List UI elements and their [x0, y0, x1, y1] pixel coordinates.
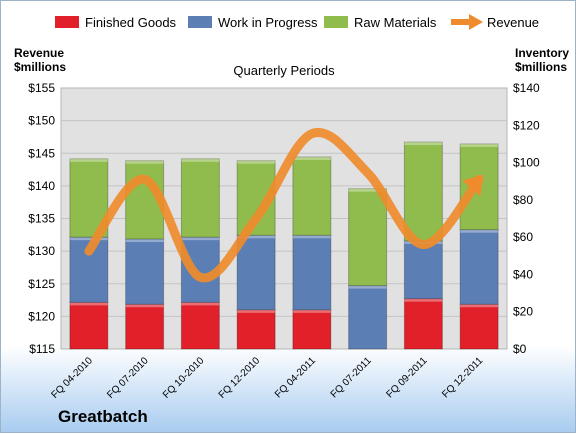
left-tick-label: $155 — [28, 81, 55, 95]
left-tick-label: $150 — [28, 114, 55, 128]
left-tick-label: $120 — [28, 309, 55, 323]
bar-raw-materials — [180, 158, 220, 238]
left-tick-label: $145 — [28, 146, 55, 160]
bar-highlight — [460, 229, 499, 233]
bar-finished-goods — [459, 303, 499, 350]
bar-finished-goods — [403, 298, 443, 350]
brand-title: Greatbatch — [58, 407, 148, 426]
left-tick-label: $135 — [28, 212, 55, 226]
bar-highlight — [69, 158, 108, 162]
legend-swatch-finished-goods — [55, 16, 79, 28]
bar-finished-goods — [236, 309, 276, 350]
bar-raw-materials — [292, 156, 332, 236]
x-tick-label: FQ 07-2010 — [105, 355, 151, 401]
x-tick-label: FQ 12-2011 — [440, 355, 485, 400]
x-tick-label: FQ 04-2010 — [49, 355, 95, 401]
chart-subtitle: Quarterly Periods — [233, 63, 335, 78]
revenue-line — [84, 127, 484, 283]
right-tick-label: $80 — [513, 193, 533, 207]
legend-swatch-raw-materials — [324, 16, 348, 28]
bar-finished-goods — [69, 301, 109, 350]
bar-highlight — [460, 304, 499, 308]
x-tick-label: FQ 09-2011 — [385, 355, 430, 400]
x-tick-label: FQ 12-2010 — [217, 355, 263, 401]
bar-raw-materials — [403, 141, 443, 242]
bar-finished-goods — [292, 309, 332, 350]
bar-highlight — [125, 239, 164, 243]
left-tick-label: $140 — [28, 179, 55, 193]
legend-label-raw-materials: Raw Materials — [354, 15, 437, 30]
bar-finished-goods — [125, 303, 165, 350]
legend-label-finished-goods: Finished Goods — [85, 15, 177, 30]
left-axis-title-line1: Revenue — [14, 46, 64, 60]
bar-work-in-progress — [236, 234, 276, 311]
right-axis-title-line1: Inventory — [515, 46, 569, 60]
right-tick-label: $40 — [513, 267, 533, 281]
bar-highlight — [69, 237, 108, 241]
right-tick-label: $140 — [513, 81, 540, 95]
bar-highlight — [404, 298, 443, 302]
legend-label-work-in-progress: Work in Progress — [218, 15, 318, 30]
bar-work-in-progress — [292, 234, 332, 311]
bar-highlight — [125, 304, 164, 308]
bar-highlight — [125, 160, 164, 164]
bar-highlight — [237, 160, 276, 164]
revenue-line-layer — [84, 127, 484, 283]
bar-highlight — [181, 302, 220, 306]
left-tick-label: $130 — [28, 244, 55, 258]
bar-highlight — [237, 235, 276, 239]
bar-highlight — [348, 285, 387, 289]
bar-raw-materials — [348, 188, 388, 287]
left-tick-label: $125 — [28, 277, 55, 291]
bar-work-in-progress — [459, 229, 499, 305]
x-tick-label: FQ 10-2010 — [161, 355, 207, 401]
right-tick-label: $120 — [513, 118, 540, 132]
revenue-arrowhead — [462, 174, 484, 197]
legend: Finished Goods Work in Progress Raw Mate… — [55, 14, 539, 30]
bar-highlight — [181, 237, 220, 241]
bar-highlight — [181, 158, 220, 162]
right-axis-ticks: $0 $20 $40 $60 $80 $100 $120 $140 — [513, 81, 540, 356]
bar-finished-goods — [180, 301, 220, 350]
bar-highlight — [404, 142, 443, 146]
bar-highlight — [460, 143, 499, 147]
bar-highlight — [237, 309, 276, 313]
bar-work-in-progress — [348, 285, 388, 350]
bar-highlight — [292, 235, 331, 239]
x-axis-ticks: FQ 04-2010 FQ 07-2010 FQ 10-2010 FQ 12-2… — [49, 355, 485, 401]
legend-label-revenue: Revenue — [487, 15, 539, 30]
bar-work-in-progress — [403, 240, 443, 300]
legend-swatch-revenue — [451, 14, 483, 30]
bar-highlight — [292, 309, 331, 313]
bar-highlight — [348, 188, 387, 192]
bar-work-in-progress — [125, 238, 165, 305]
right-tick-label: $60 — [513, 230, 533, 244]
bar-highlight — [292, 156, 331, 160]
x-tick-label: FQ 04-2011 — [273, 355, 318, 400]
bar-highlight — [69, 302, 108, 306]
right-tick-label: $20 — [513, 305, 533, 319]
legend-swatch-work-in-progress — [188, 16, 212, 28]
left-axis-title-line2: $millions — [14, 60, 66, 74]
right-tick-label: $0 — [513, 342, 527, 356]
x-tick-label: FQ 07-2011 — [329, 355, 374, 400]
right-axis-title-line2: $millions — [515, 60, 567, 74]
right-tick-label: $100 — [513, 156, 540, 170]
left-tick-label: $115 — [29, 342, 55, 356]
left-axis-ticks: $115 $120 $125 $130 $135 $140 $145 $150 … — [28, 81, 55, 356]
